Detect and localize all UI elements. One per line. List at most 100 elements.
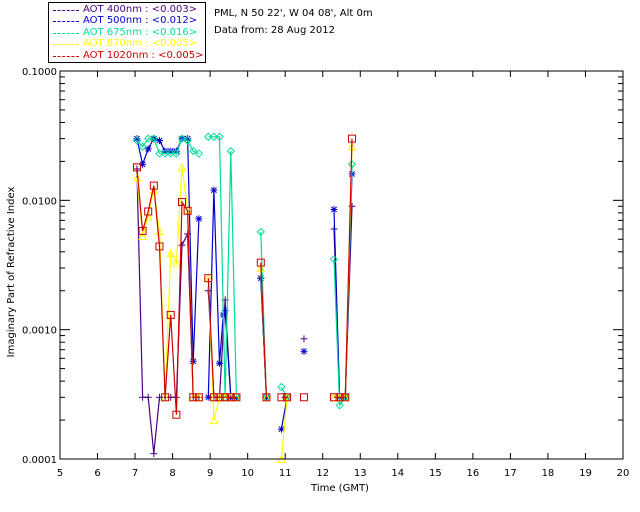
data-point — [138, 226, 147, 235]
x-tick-label: 10 — [241, 468, 254, 479]
data-point — [277, 382, 286, 392]
data-point — [149, 185, 159, 195]
y-tick-label: 0.1000 — [22, 67, 57, 78]
x-axis-label: Time (GMT) — [310, 483, 369, 494]
x-tick-label: 15 — [429, 468, 442, 479]
data-point — [204, 274, 213, 283]
data-point — [132, 172, 142, 182]
data-point — [177, 198, 186, 207]
x-tick-label: 9 — [207, 468, 213, 479]
marker-d2 — [145, 145, 152, 152]
series-4 — [132, 142, 357, 463]
data-point — [277, 393, 286, 402]
legend-label: AOT 400nm : <0.003> — [83, 4, 198, 15]
marker-d2 — [331, 206, 337, 213]
data-point — [256, 227, 266, 237]
data-point — [143, 134, 153, 143]
plot-frame — [59, 70, 624, 460]
data-point — [300, 347, 308, 355]
axes: 5 6 7 8 9 10 11 12 13 14 15 16 17 18 19 20 0.0001 0.0010 0… — [22, 67, 629, 479]
data-point — [149, 134, 159, 143]
x-tick-label: 5 — [57, 468, 63, 479]
data-point — [189, 393, 198, 402]
data-point — [329, 255, 339, 264]
data-point — [330, 205, 338, 213]
data-point — [178, 241, 186, 249]
series-line — [280, 397, 288, 460]
legend-swatch — [53, 32, 79, 34]
x-tick-label: 14 — [391, 468, 404, 479]
legend-label: AOT 870nm : <0.005> — [83, 38, 198, 50]
marker-d2 — [278, 426, 285, 433]
data-point — [177, 134, 187, 143]
data-point — [209, 415, 219, 425]
data-point — [226, 393, 235, 402]
data-point — [215, 132, 224, 141]
data-point — [189, 357, 197, 365]
data-point — [183, 206, 192, 215]
y-axis-label: Imaginary Part of Refractive Index — [6, 187, 17, 358]
x-tick-label: 8 — [169, 468, 175, 479]
y-tick-label: 0.0001 — [22, 455, 57, 466]
data-point — [341, 393, 350, 402]
data-point — [144, 393, 152, 401]
marker-d2 — [190, 358, 197, 365]
plot-area — [132, 132, 357, 463]
x-tick-label: 13 — [354, 468, 367, 479]
x-tick-label: 18 — [542, 468, 555, 479]
data-point — [348, 134, 357, 143]
marker-d2 — [133, 135, 140, 142]
data-point — [221, 393, 230, 402]
data-point — [335, 393, 344, 402]
series-5 — [132, 134, 357, 419]
data-point — [166, 248, 176, 258]
legend-swatch — [53, 21, 79, 23]
data-point — [150, 450, 158, 458]
data-point — [160, 149, 170, 158]
series-2 — [133, 135, 356, 433]
x-tick-label: 7 — [132, 468, 138, 479]
legend-entry: AOT 1020nm : <0.005> — [51, 50, 203, 62]
data-point — [155, 242, 164, 251]
x-tick-label: 11 — [279, 468, 292, 479]
x-tick-label: 19 — [579, 468, 592, 479]
data-point — [209, 132, 219, 141]
data-point — [144, 207, 153, 216]
data-point — [149, 181, 158, 190]
series-line — [334, 138, 353, 398]
x-tick-label: 6 — [94, 468, 100, 479]
data-point — [132, 136, 142, 145]
marker-d2 — [300, 348, 307, 355]
legend-entry: AOT 675nm : <0.016> — [51, 27, 203, 39]
data-point — [299, 393, 308, 402]
legend: AOT 400nm : <0.003> AOT 500nm : <0.012> AO… — [48, 2, 206, 63]
data-point — [138, 142, 147, 151]
legend-label: AOT 1020nm : <0.005> — [83, 49, 204, 61]
site-info: PML, N 50 22', W 04 08', Alt 0m — [214, 8, 373, 19]
data-point — [204, 132, 213, 141]
legend-entry: AOT 400nm : <0.003> — [51, 4, 203, 16]
data-point — [210, 186, 218, 194]
data-point — [155, 149, 164, 158]
data-point — [177, 162, 187, 172]
legend-swatch — [53, 10, 79, 11]
data-point — [189, 146, 198, 156]
legend-entry: AOT 870nm : <0.005> — [51, 38, 203, 50]
data-point — [232, 393, 241, 402]
series-line — [260, 262, 267, 398]
data-point — [195, 215, 203, 223]
data-point — [161, 393, 170, 402]
data-point — [194, 149, 204, 158]
data-point — [283, 393, 292, 402]
date-info: Data from: 28 Aug 2012 — [214, 25, 335, 36]
data-point — [335, 401, 344, 410]
marker-d2 — [210, 187, 217, 194]
data-point — [262, 393, 271, 402]
legend-swatch — [53, 44, 79, 46]
marker-d2 — [216, 360, 223, 367]
legend-label: AOT 500nm : <0.012> — [83, 15, 198, 27]
data-point — [138, 231, 147, 240]
series-line — [207, 278, 237, 398]
data-point — [348, 202, 356, 210]
